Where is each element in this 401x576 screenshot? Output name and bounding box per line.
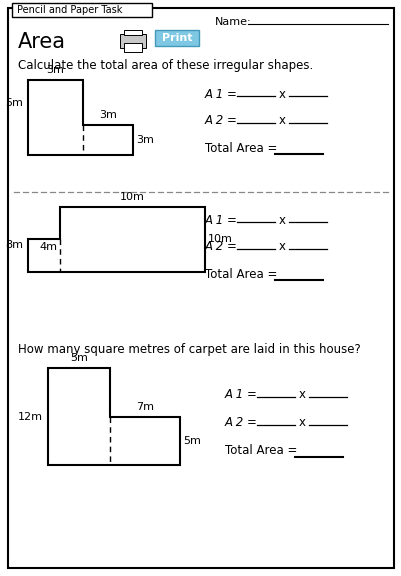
Text: A 1 =: A 1 = [205,214,241,226]
Text: Total Area =: Total Area = [205,142,280,154]
Text: 5m: 5m [182,436,200,446]
Text: 5m: 5m [70,353,88,363]
Text: Calculate the total area of these irregular shapes.: Calculate the total area of these irregu… [18,59,312,71]
Text: 3m: 3m [136,135,154,145]
Text: x: x [278,115,285,127]
Text: x: x [278,88,285,100]
Text: Pencil and Paper Task: Pencil and Paper Task [17,5,122,15]
Text: Total Area =: Total Area = [205,267,280,281]
Text: 7m: 7m [136,402,154,412]
Polygon shape [124,30,142,35]
Text: Name:: Name: [215,17,251,27]
Text: A 2 =: A 2 = [225,416,261,430]
Text: 8m: 8m [5,240,23,249]
Text: A 2 =: A 2 = [205,241,241,253]
Polygon shape [124,43,142,52]
Text: A 1 =: A 1 = [225,388,261,401]
Text: Print: Print [161,33,192,43]
Text: x: x [298,388,305,401]
Polygon shape [12,3,152,17]
Text: Total Area =: Total Area = [225,445,300,457]
Text: A 1 =: A 1 = [205,88,241,100]
Text: Area: Area [18,32,66,52]
Text: x: x [278,241,285,253]
Text: A 2 =: A 2 = [205,115,241,127]
Text: 12m: 12m [18,411,43,422]
Polygon shape [155,30,198,46]
Text: 3m: 3m [99,110,117,120]
Text: 10m: 10m [207,234,232,244]
Text: x: x [278,214,285,226]
Text: x: x [298,416,305,430]
Text: 4m: 4m [39,242,57,252]
Text: 5m: 5m [5,97,23,108]
Text: 10m: 10m [120,192,145,202]
Text: 3m: 3m [47,65,64,75]
Text: How many square metres of carpet are laid in this house?: How many square metres of carpet are lai… [18,343,360,357]
Polygon shape [120,34,146,48]
